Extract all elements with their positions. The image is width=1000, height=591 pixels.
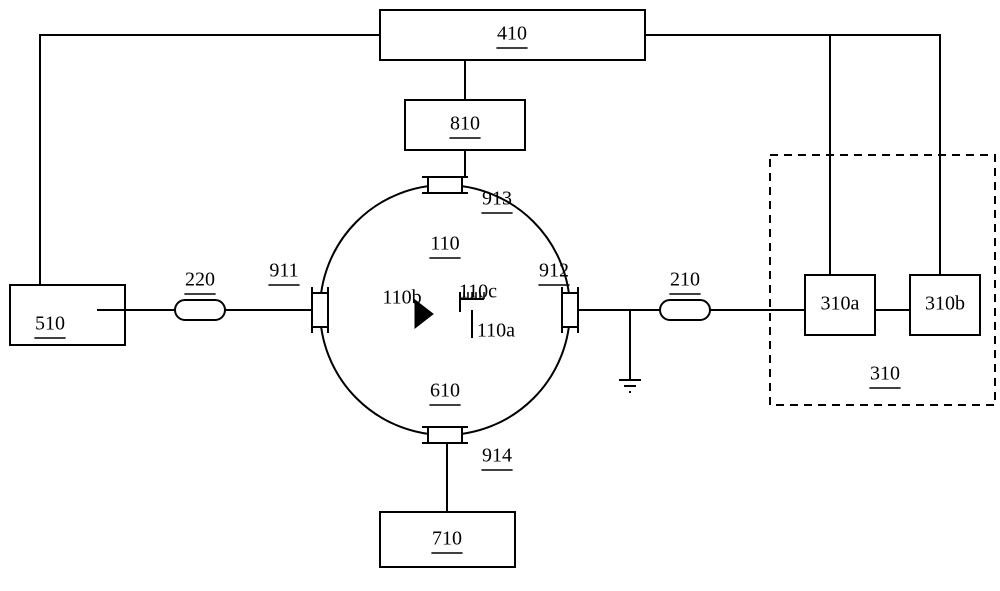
label-220: 220 — [185, 269, 215, 291]
component-210 — [660, 300, 710, 320]
port-913 — [428, 177, 462, 193]
label-911: 911 — [269, 260, 298, 282]
label-410: 410 — [497, 23, 527, 45]
label-110a: 110a — [477, 320, 515, 342]
label-913: 913 — [482, 188, 512, 210]
port-912 — [562, 293, 578, 327]
component-220 — [175, 300, 225, 320]
label-912: 912 — [539, 260, 569, 282]
wire — [645, 35, 940, 155]
label-710: 710 — [432, 528, 462, 550]
box-510 — [10, 285, 125, 345]
label-310: 310 — [870, 363, 900, 385]
label-810: 810 — [450, 113, 480, 135]
wire — [40, 35, 380, 285]
label-110b: 110b — [382, 287, 421, 309]
port-911 — [312, 293, 328, 327]
wire — [645, 35, 830, 155]
label-914: 914 — [482, 445, 512, 467]
label-210: 210 — [670, 269, 700, 291]
label-610: 610 — [430, 380, 460, 402]
port-914 — [428, 427, 462, 443]
label-110c: 110c — [459, 281, 497, 303]
label-310a: 310a — [821, 293, 860, 315]
label-310b: 310b — [925, 293, 965, 315]
label-110: 110 — [430, 233, 459, 255]
label-510: 510 — [35, 313, 65, 335]
